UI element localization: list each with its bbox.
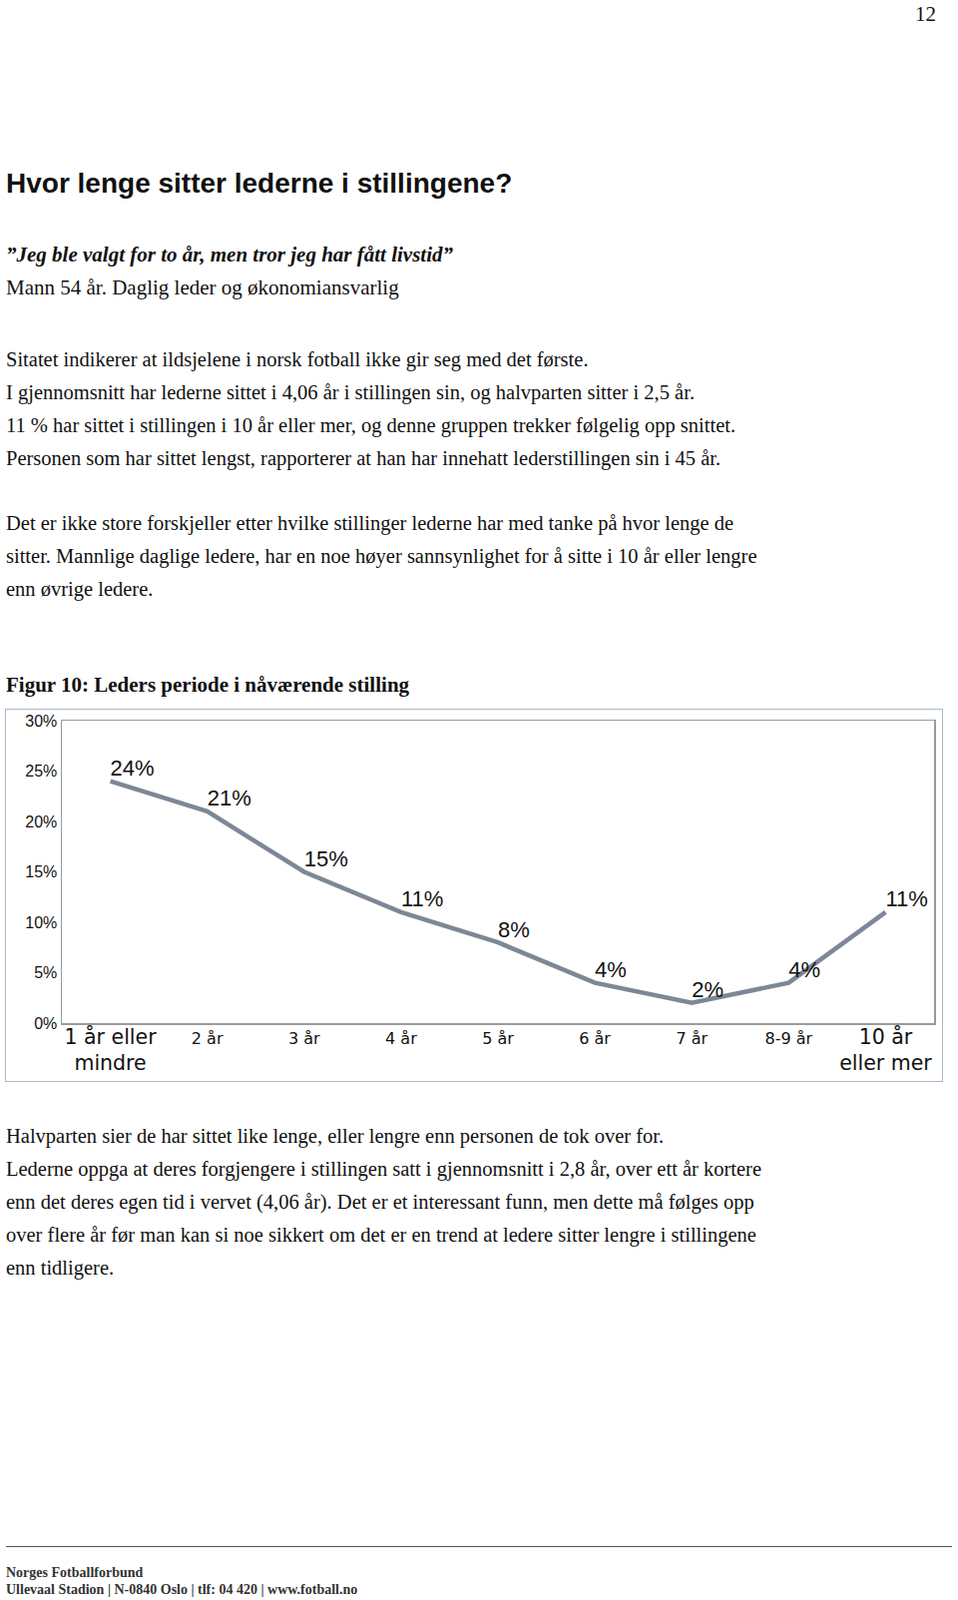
svg-text:15%: 15% [304, 846, 349, 872]
html-text:Personen som har sittet lengst: Personen som har sittet lengst, rapporte… [5, 447, 721, 470]
svg-text:10 åreller mer: 10 åreller mer [839, 1023, 933, 1076]
html-text:enn øvrige ledere.: enn øvrige ledere. [5, 577, 154, 600]
svg-text:0%: 0% [33, 1014, 57, 1032]
html-text:Figur 10: Leders periode i nåv: Figur 10: Leders periode i nåværende sti… [5, 672, 410, 697]
html-text:Norges Fotballforbund: Norges Fotballforbund [5, 1564, 144, 1580]
svg-text:2 år: 2 år [191, 1028, 224, 1048]
html-text:”Jeg ble valgt for to år, men: ”Jeg ble valgt for to år, men tror jeg h… [5, 242, 454, 267]
svg-text:5 år: 5 år [481, 1028, 514, 1048]
html-text:Lederne oppga at deres forgjen: Lederne oppga at deres forgjengere i sti… [5, 1157, 762, 1180]
svg-text:25%: 25% [24, 762, 57, 780]
html-text:enn det deres egen tid i verve: enn det deres egen tid i vervet (4,06 år… [5, 1190, 755, 1213]
svg-text:21%: 21% [207, 785, 252, 811]
html-text:over flere år før man kan si n: over flere år før man kan si noe sikkert… [5, 1223, 757, 1246]
svg-text:24%: 24% [110, 755, 155, 781]
svg-text:10%: 10% [24, 914, 57, 932]
svg-text:7 år: 7 år [675, 1028, 708, 1048]
html-text:sitter. Mannlige daglige leder: sitter. Mannlige daglige ledere, har en … [5, 544, 757, 567]
svg-text:1 år ellermindre: 1 år ellermindre [63, 1023, 157, 1076]
svg-text:4%: 4% [594, 957, 627, 982]
svg-text:4 år: 4 år [385, 1028, 418, 1048]
svg-text:30%: 30% [24, 712, 57, 730]
html-text:Halvparten sier de har sittet: Halvparten sier de har sittet like lenge… [5, 1124, 664, 1147]
html-text:enn tidligere.: enn tidligere. [5, 1256, 114, 1279]
html-text:Det er ikke store forskjeller: Det er ikke store forskjeller etter hvil… [5, 511, 734, 534]
html-text:Hvor lenge sitter lederne i st: Hvor lenge sitter lederne i stillingene? [5, 167, 513, 199]
svg-text:2%: 2% [691, 976, 724, 1002]
svg-text:15%: 15% [24, 863, 57, 881]
svg-text:5%: 5% [33, 963, 57, 981]
svg-text:6 år: 6 år [578, 1028, 611, 1048]
html-text:Ullevaal Stadion | N-0840 Oslo: Ullevaal Stadion | N-0840 Oslo | tlf: 04… [5, 1581, 358, 1597]
svg-text:8-9 år: 8-9 år [765, 1028, 814, 1048]
svg-text:3 år: 3 år [288, 1028, 321, 1048]
svg-text:11%: 11% [401, 886, 444, 912]
svg-text:8%: 8% [497, 917, 530, 943]
svg-text:4%: 4% [788, 957, 821, 982]
html-text:11 % har sittet i stillingen i: 11 % har sittet i stillingen i 10 år ell… [5, 414, 736, 437]
svg-text:20%: 20% [24, 813, 57, 831]
svg-text:11%: 11% [885, 886, 928, 912]
html-text:I gjennomsnitt har lederne sit: I gjennomsnitt har lederne sittet i 4,06… [5, 381, 695, 404]
html-text:12: 12 [915, 1, 937, 26]
html-text:Sitatet indikerer at ildsjelen: Sitatet indikerer at ildsjelene i norsk … [5, 348, 589, 371]
html-text:Mann 54 år. Daglig leder og øk: Mann 54 år. Daglig leder og økonomiansva… [5, 275, 399, 300]
